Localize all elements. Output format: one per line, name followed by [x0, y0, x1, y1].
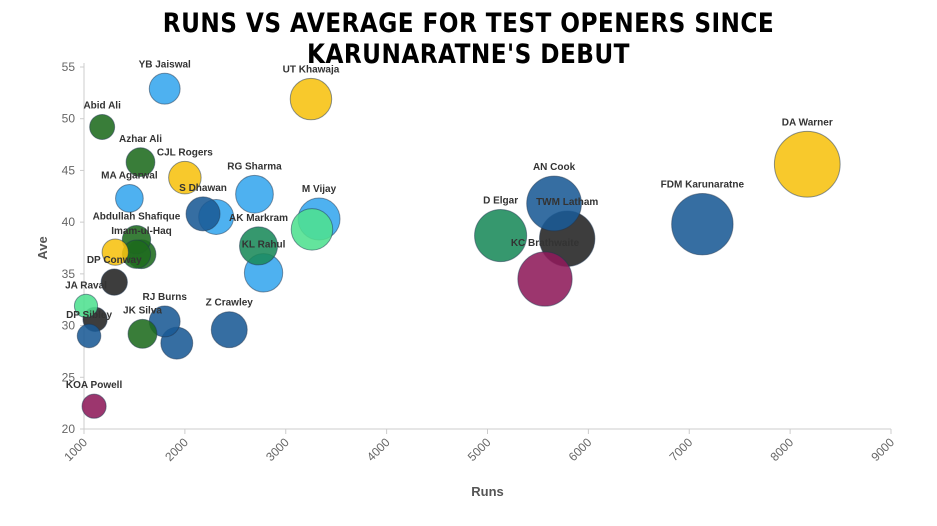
x-axis-title: Runs [471, 484, 504, 499]
x-tick-label: 1000 [61, 435, 90, 464]
data-point-label: Abid Ali [83, 100, 121, 111]
data-point-label: KL Rahul [242, 240, 286, 251]
data-point-label: Z Crawley [206, 298, 254, 309]
data-point [76, 323, 102, 349]
data-point-label: AK Markram [229, 213, 288, 224]
data-point-label: S Dhawan [179, 183, 227, 194]
data-point-label: JK Silva [123, 305, 162, 316]
data-point-label: UT Khawaja [283, 64, 340, 75]
data-point [671, 193, 734, 256]
data-point [89, 113, 116, 140]
x-tick-label: 8000 [767, 435, 796, 464]
data-point-label: KOA Powell [66, 380, 123, 391]
data-point-label: JA Raval [65, 280, 107, 291]
data-point [517, 251, 573, 307]
x-tick-label: 2000 [162, 435, 191, 464]
y-tick-label: 55 [62, 60, 76, 74]
data-point [526, 175, 582, 232]
data-point-label: DA Warner [782, 117, 833, 128]
data-point-label: MA Agarwal [101, 171, 158, 182]
y-tick-label: 45 [62, 163, 76, 177]
data-point [474, 209, 528, 263]
data-point-label: DP Sibley [66, 310, 112, 321]
data-point [100, 268, 128, 296]
data-point-label: Abdullah Shafique [93, 212, 181, 223]
data-point [115, 184, 144, 213]
data-point [127, 318, 158, 349]
data-point [81, 393, 107, 419]
data-point [185, 196, 221, 232]
data-point [210, 311, 248, 349]
y-tick-label: 25 [62, 370, 76, 384]
data-point [235, 174, 274, 214]
x-tick-label: 7000 [667, 435, 696, 464]
data-point-label: TWM Latham [536, 197, 598, 208]
data-point-label: RJ Burns [142, 292, 187, 303]
y-axis-title: Ave [35, 236, 50, 259]
data-point [168, 160, 202, 195]
data-point-label: FDM Karunaratne [661, 180, 745, 191]
data-point [290, 208, 334, 251]
x-tick-label: 6000 [566, 435, 595, 464]
data-point [289, 77, 333, 121]
chart-title: RUNS VS AVERAGE FOR TEST OPENERS SINCE K… [162, 8, 775, 70]
data-point-label: KC Brathwaite [511, 238, 580, 249]
data-point [73, 293, 99, 319]
y-tick-label: 50 [62, 112, 76, 126]
data-point-label: Azhar Ali [119, 134, 162, 145]
data-point [101, 238, 129, 266]
data-point-label: CJL Rogers [157, 147, 213, 158]
data-point-label: M Vijay [302, 184, 337, 195]
data-point-label: DP Conway [87, 255, 142, 266]
x-tick-label: 4000 [364, 435, 393, 464]
data-point-label: D Elgar [483, 196, 518, 207]
x-tick-label: 5000 [465, 435, 494, 464]
y-tick-label: 35 [62, 267, 76, 281]
data-point-label: RG Sharma [227, 161, 282, 172]
data-point [125, 147, 156, 178]
x-tick-label: 3000 [263, 435, 292, 464]
y-tick-label: 30 [62, 319, 76, 333]
data-point [773, 130, 841, 198]
data-point [148, 72, 181, 105]
x-tick-label: 9000 [868, 435, 897, 464]
data-point-label: Imam-ul-Haq [111, 226, 172, 237]
data-point-label: AN Cook [533, 162, 576, 173]
data-point-label: YB Jaiswal [139, 59, 191, 70]
y-tick-label: 40 [62, 215, 76, 229]
y-tick-label: 20 [62, 422, 76, 436]
data-point [239, 226, 279, 266]
